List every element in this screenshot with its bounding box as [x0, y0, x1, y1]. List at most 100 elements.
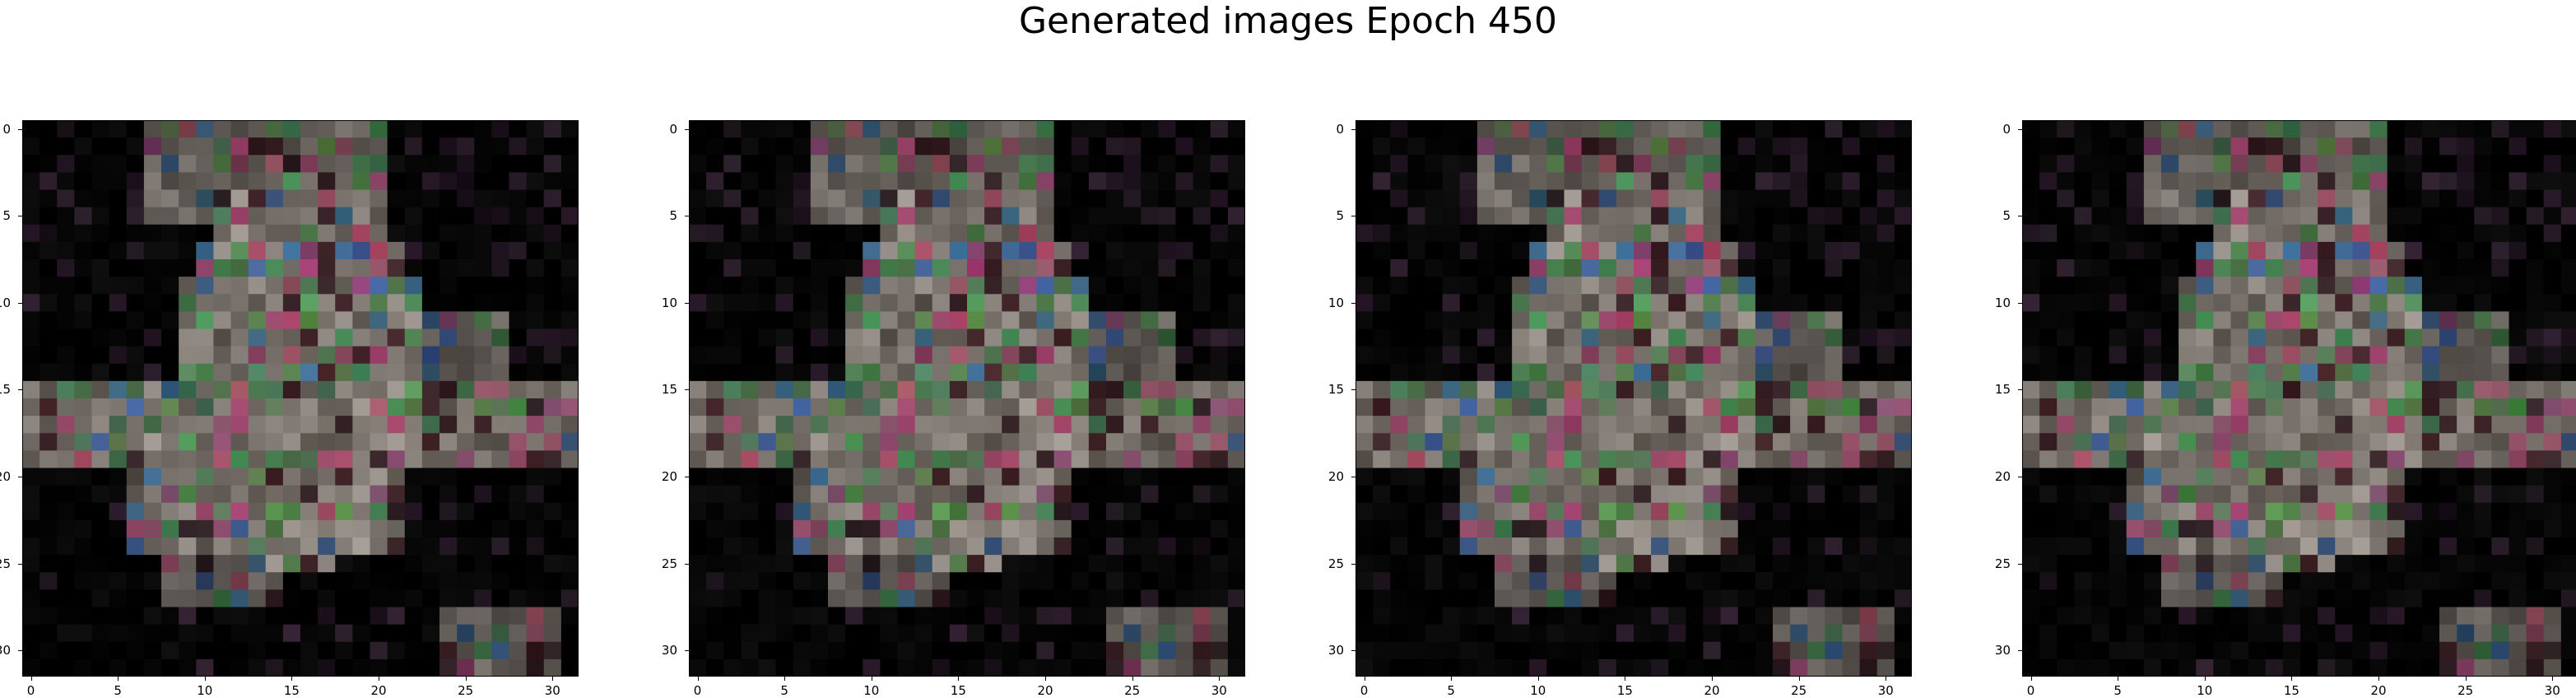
y-tick-label: 20 — [1986, 469, 2011, 484]
y-tick-label: 25 — [653, 556, 677, 571]
y-tick-mark — [1351, 389, 1355, 390]
x-tick-mark — [291, 677, 292, 681]
generated-image-4-pixels — [2022, 120, 2576, 677]
y-tick-label: 0 — [1986, 122, 2011, 137]
y-tick-mark — [685, 389, 689, 390]
y-tick-label: 25 — [1986, 556, 2011, 571]
x-tick-mark — [1132, 677, 1133, 681]
figure-title: Generated images Epoch 450 — [0, 0, 2576, 43]
y-tick-label: 0 — [1319, 122, 1344, 137]
y-tick-label: 20 — [653, 469, 677, 484]
x-tick-mark — [2205, 677, 2206, 681]
y-tick-label: 10 — [1319, 295, 1344, 310]
x-tick-mark — [1451, 677, 1452, 681]
y-tick-mark — [685, 564, 689, 565]
y-tick-label: 15 — [1319, 382, 1344, 397]
y-tick-label: 15 — [653, 382, 677, 397]
y-tick-label: 15 — [0, 382, 11, 397]
x-tick-label: 10 — [863, 683, 879, 698]
x-tick-mark — [2031, 677, 2032, 681]
x-tick-label: 20 — [371, 683, 387, 698]
y-tick-mark — [685, 129, 689, 130]
y-tick-label: 10 — [1986, 295, 2011, 310]
x-tick-label: 15 — [1617, 683, 1633, 698]
x-tick-mark — [958, 677, 959, 681]
x-tick-label: 5 — [114, 683, 122, 698]
generated-image-3-pixels — [1355, 120, 1912, 677]
y-tick-mark — [1351, 564, 1355, 565]
y-tick-label: 20 — [1319, 469, 1344, 484]
y-tick-mark — [2018, 389, 2022, 390]
y-tick-mark — [2018, 650, 2022, 651]
y-tick-label: 30 — [0, 643, 11, 658]
x-tick-mark — [2466, 677, 2467, 681]
x-tick-mark — [2378, 677, 2379, 681]
y-tick-mark — [2018, 129, 2022, 130]
x-tick-label: 0 — [1360, 683, 1369, 698]
x-tick-mark — [118, 677, 119, 681]
x-tick-label: 25 — [1124, 683, 1140, 698]
x-tick-label: 10 — [197, 683, 212, 698]
y-tick-label: 5 — [653, 208, 677, 223]
x-tick-label: 0 — [694, 683, 702, 698]
y-tick-mark — [1351, 129, 1355, 130]
y-tick-mark — [1351, 303, 1355, 304]
x-tick-label: 0 — [2027, 683, 2035, 698]
y-tick-mark — [685, 303, 689, 304]
generated-image-2-pixels — [689, 120, 1245, 677]
y-tick-label: 5 — [1986, 208, 2011, 223]
x-tick-mark — [552, 677, 553, 681]
x-tick-label: 15 — [951, 683, 966, 698]
y-tick-mark — [18, 303, 22, 304]
x-tick-label: 20 — [1038, 683, 1053, 698]
y-tick-label: 25 — [1319, 556, 1344, 571]
x-tick-mark — [205, 677, 206, 681]
y-tick-mark — [2018, 564, 2022, 565]
x-tick-mark — [31, 677, 32, 681]
x-tick-mark — [1219, 677, 1220, 681]
x-tick-label: 30 — [1211, 683, 1227, 698]
x-tick-label: 5 — [780, 683, 788, 698]
x-tick-mark — [1538, 677, 1539, 681]
y-tick-label: 25 — [0, 556, 11, 571]
x-tick-mark — [1799, 677, 1800, 681]
x-tick-mark — [698, 677, 699, 681]
y-tick-label: 10 — [653, 295, 677, 310]
x-tick-label: 0 — [27, 683, 35, 698]
y-tick-label: 30 — [1986, 643, 2011, 658]
x-tick-label: 15 — [284, 683, 300, 698]
x-tick-label: 30 — [2545, 683, 2560, 698]
x-tick-mark — [2291, 677, 2292, 681]
x-tick-label: 20 — [2371, 683, 2387, 698]
x-tick-mark — [1045, 677, 1046, 681]
y-tick-mark — [18, 650, 22, 651]
y-tick-label: 0 — [653, 122, 677, 137]
x-tick-label: 25 — [1791, 683, 1806, 698]
x-tick-label: 5 — [1447, 683, 1455, 698]
y-tick-mark — [18, 389, 22, 390]
y-tick-label: 30 — [1319, 643, 1344, 658]
y-tick-label: 5 — [0, 208, 11, 223]
y-tick-label: 0 — [0, 122, 11, 137]
y-tick-label: 30 — [653, 643, 677, 658]
x-tick-label: 10 — [1530, 683, 1546, 698]
x-tick-label: 25 — [458, 683, 473, 698]
x-tick-label: 20 — [1704, 683, 1720, 698]
x-tick-mark — [2552, 677, 2553, 681]
generated-image-1-pixels — [22, 120, 579, 677]
x-tick-mark — [466, 677, 467, 681]
y-tick-mark — [685, 650, 689, 651]
x-tick-label: 15 — [2284, 683, 2299, 698]
x-tick-mark — [1712, 677, 1713, 681]
x-tick-label: 30 — [1878, 683, 1894, 698]
y-tick-mark — [1351, 650, 1355, 651]
y-tick-mark — [18, 129, 22, 130]
y-tick-label: 10 — [0, 295, 11, 310]
x-tick-label: 25 — [2457, 683, 2473, 698]
x-tick-label: 10 — [2197, 683, 2212, 698]
x-tick-mark — [784, 677, 785, 681]
